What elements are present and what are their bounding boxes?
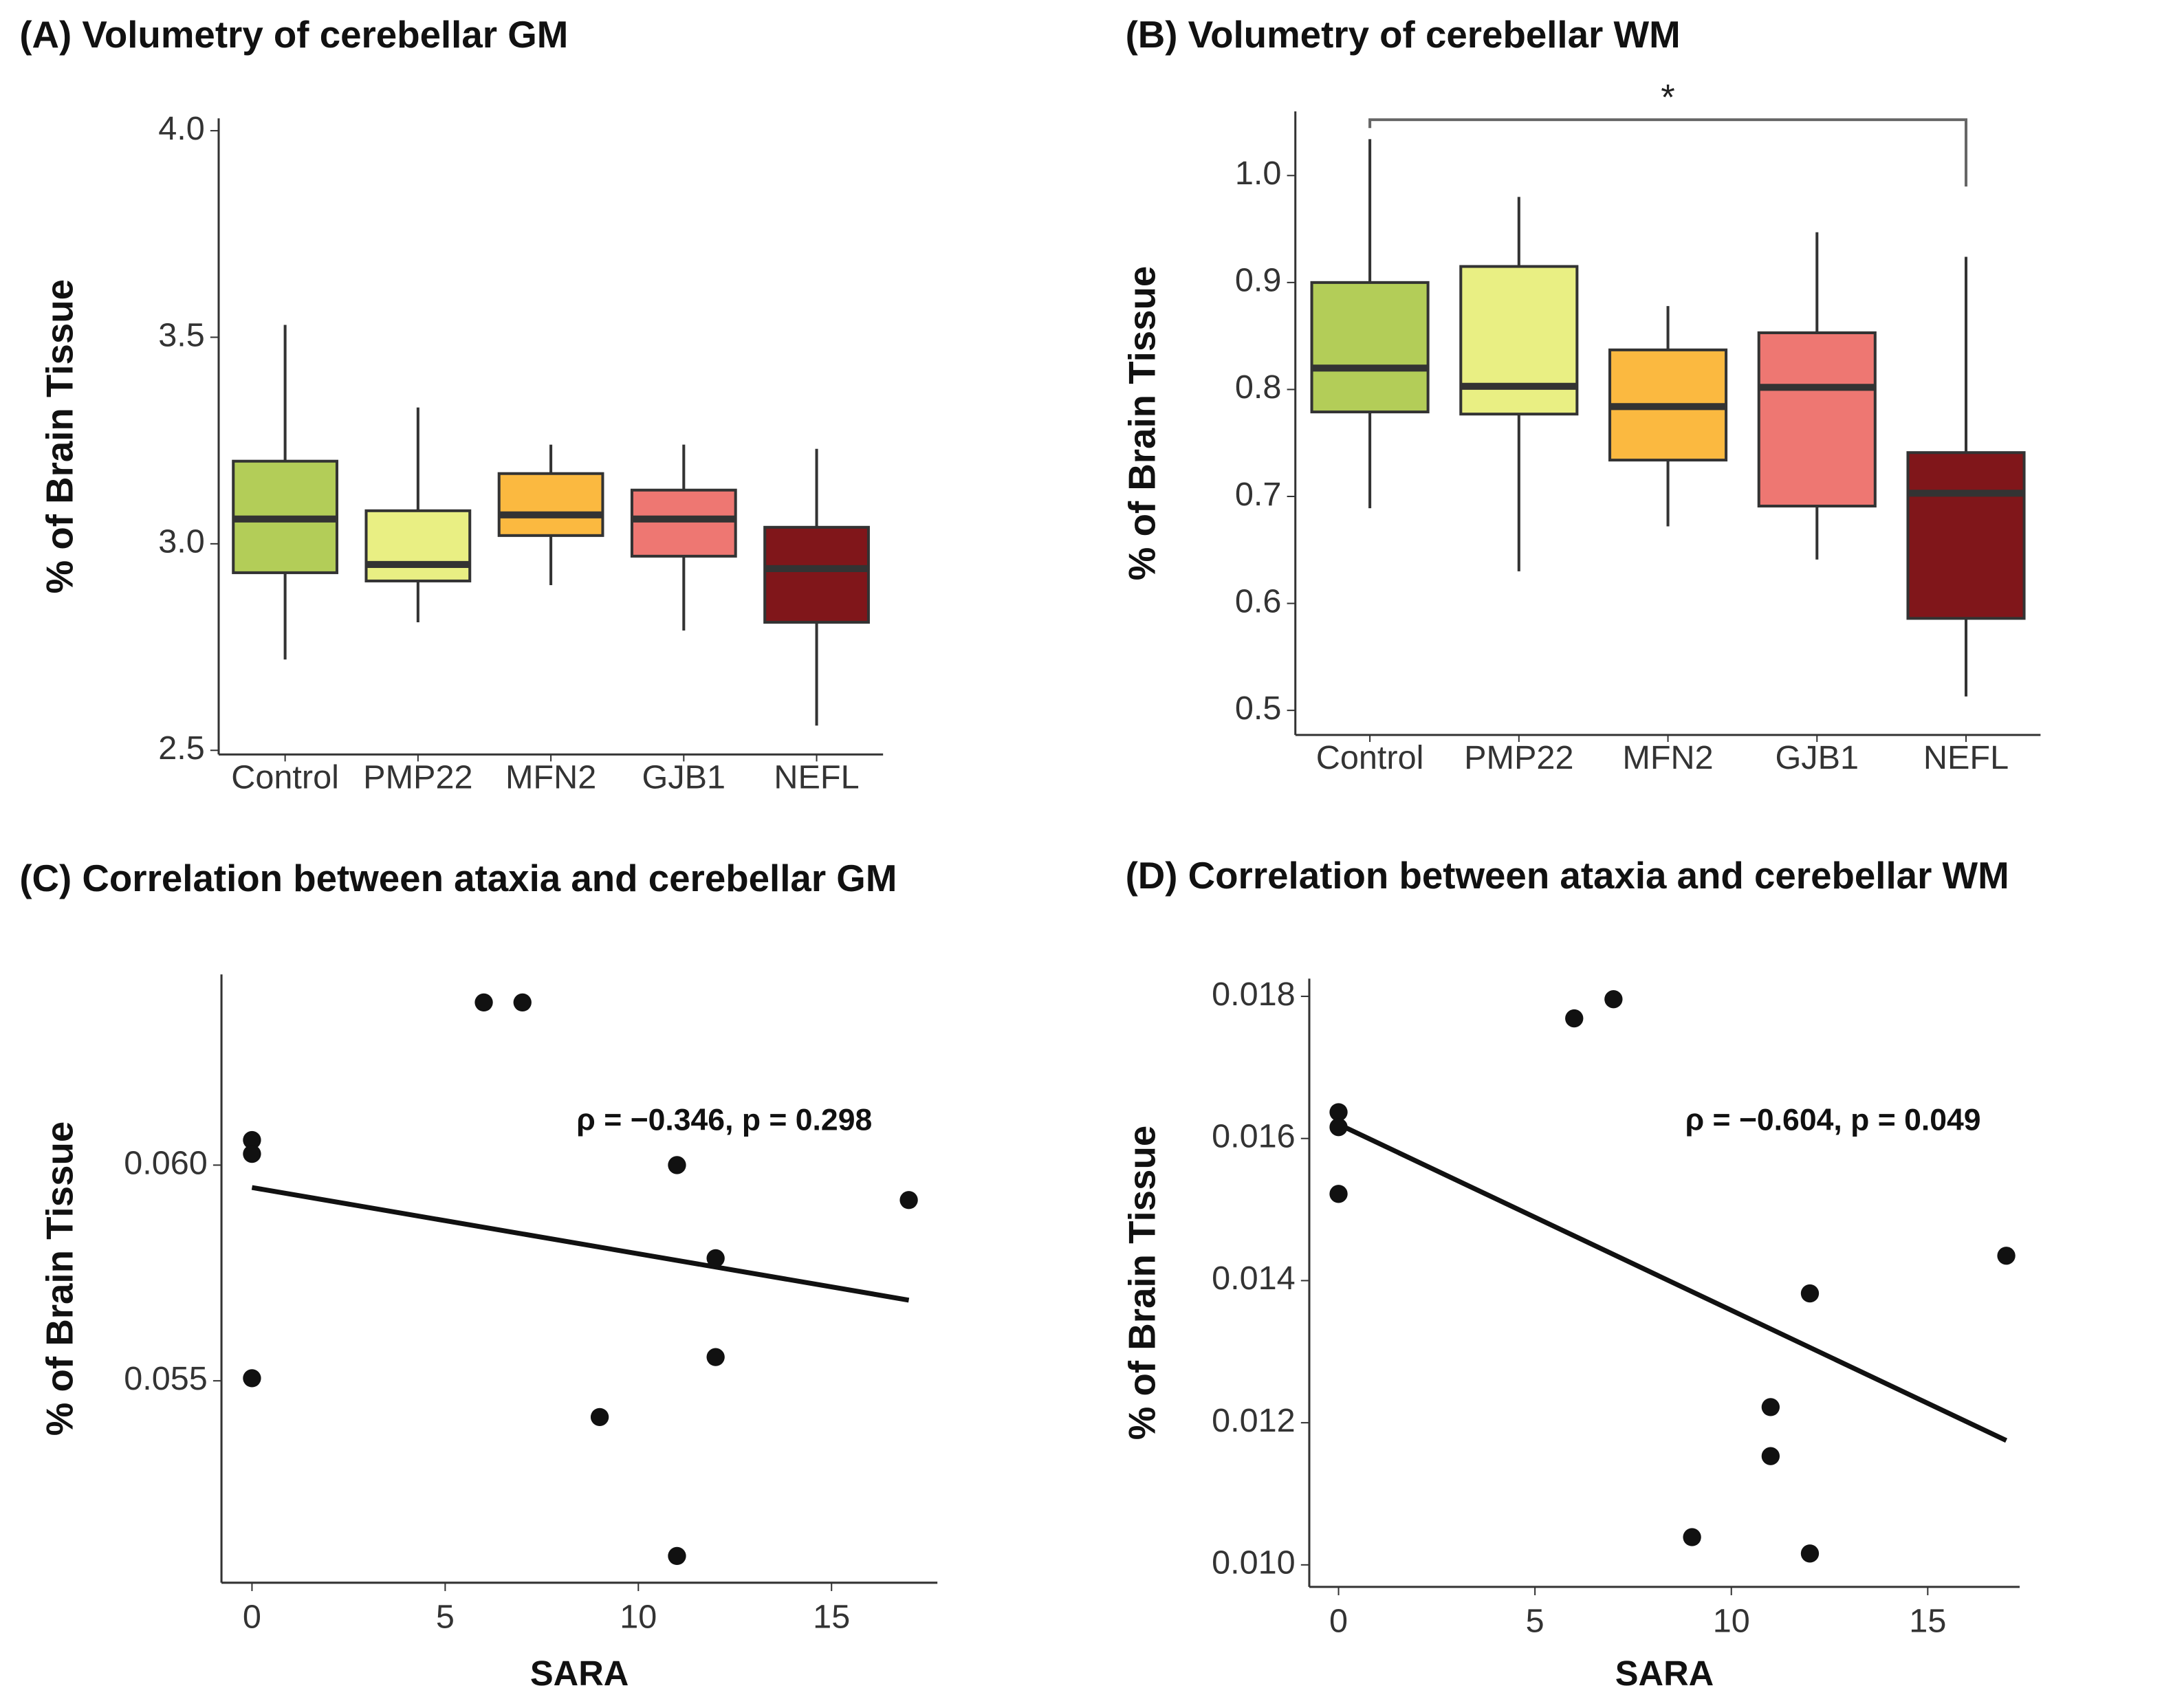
point — [1565, 1009, 1584, 1028]
x-tick-label: 5 — [1526, 1602, 1544, 1639]
y-tick-label: 4.0 — [158, 110, 205, 147]
point — [243, 1369, 261, 1388]
y-tick-label: 0.010 — [1212, 1544, 1296, 1581]
correlation-annotation: ρ = −0.346, p = 0.298 — [576, 1103, 872, 1137]
box — [1757, 331, 1877, 508]
x-tick-label: 10 — [1713, 1602, 1750, 1639]
point — [1604, 990, 1623, 1009]
box — [1459, 265, 1579, 416]
correlation-annotation: ρ = −0.604, p = 0.049 — [1685, 1103, 1981, 1137]
x-tick-label: 0 — [243, 1598, 261, 1635]
point — [1329, 1118, 1348, 1137]
significance-label: * — [1661, 78, 1674, 118]
box — [1906, 451, 2026, 620]
y-axis-label: % of Brain Tissue — [39, 1121, 81, 1436]
y-axis-label: % of Brain Tissue — [1121, 266, 1163, 581]
y-tick-label: 3.5 — [158, 316, 205, 353]
point — [513, 993, 532, 1012]
point — [1761, 1447, 1780, 1465]
y-tick-label: 0.012 — [1212, 1402, 1296, 1439]
trend-line — [1337, 1121, 2008, 1443]
point — [243, 1144, 261, 1163]
x-axis-label: SARA — [1615, 1654, 1714, 1693]
point — [1683, 1528, 1701, 1546]
point — [1800, 1544, 1820, 1563]
point — [706, 1348, 725, 1366]
point — [1329, 1185, 1348, 1203]
y-axis-label: % of Brain Tissue — [1121, 1126, 1163, 1441]
point — [1329, 1103, 1348, 1121]
y-tick-label: 0.8 — [1235, 369, 1282, 406]
point — [1761, 1398, 1780, 1416]
box — [1310, 281, 1430, 414]
x-tick-label: 10 — [620, 1598, 657, 1635]
x-tick-label: GJB1 — [642, 759, 726, 796]
x-tick-label: Control — [1316, 739, 1424, 776]
point — [590, 1408, 609, 1427]
x-tick-label: Control — [231, 759, 339, 796]
x-tick-label: PMP22 — [363, 759, 472, 796]
x-tick-label: MFN2 — [1622, 739, 1713, 776]
x-tick-label: 15 — [813, 1598, 850, 1635]
x-tick-label: MFN2 — [505, 759, 596, 796]
y-tick-label: 0.9 — [1235, 262, 1282, 299]
chart-title: (D) Correlation between ataxia and cereb… — [1126, 855, 2009, 897]
chart-title: (C) Correlation between ataxia and cereb… — [19, 857, 897, 899]
point — [668, 1156, 686, 1174]
point — [243, 1130, 261, 1150]
y-tick-label: 0.016 — [1212, 1118, 1296, 1155]
y-tick-label: 0.7 — [1235, 476, 1282, 513]
y-tick-label: 0.014 — [1212, 1260, 1296, 1297]
y-tick-label: 0.5 — [1235, 690, 1282, 727]
y-tick-label: 2.5 — [158, 730, 205, 767]
x-tick-label: 5 — [436, 1598, 455, 1635]
point — [474, 993, 493, 1012]
point — [706, 1249, 725, 1268]
box — [630, 488, 737, 558]
box — [763, 525, 870, 624]
y-tick-label: 0.060 — [124, 1144, 208, 1181]
point — [1997, 1247, 2016, 1265]
point — [1800, 1284, 1820, 1303]
x-axis-label: SARA — [530, 1654, 629, 1693]
x-tick-label: NEFL — [774, 759, 859, 796]
point — [668, 1546, 686, 1566]
x-tick-label: NEFL — [1923, 739, 2009, 776]
trend-line — [251, 1185, 910, 1303]
box — [364, 509, 472, 582]
y-tick-label: 1.0 — [1235, 155, 1282, 192]
y-tick-label: 0.6 — [1235, 582, 1282, 620]
y-tick-label: 0.018 — [1212, 976, 1296, 1013]
chart-title: (A) Volumetry of cerebellar GM — [19, 14, 568, 56]
significance-bracket — [1368, 118, 1968, 187]
point — [899, 1191, 918, 1209]
chart-title: (B) Volumetry of cerebellar WM — [1126, 14, 1681, 56]
x-tick-label: 0 — [1329, 1602, 1348, 1639]
y-axis-label: % of Brain Tissue — [39, 279, 81, 594]
x-tick-label: PMP22 — [1464, 739, 1573, 776]
x-tick-label: 15 — [1909, 1602, 1946, 1639]
box — [497, 472, 604, 537]
y-tick-label: 0.055 — [124, 1360, 208, 1397]
x-tick-label: GJB1 — [1776, 739, 1859, 776]
y-tick-label: 3.0 — [158, 523, 205, 560]
